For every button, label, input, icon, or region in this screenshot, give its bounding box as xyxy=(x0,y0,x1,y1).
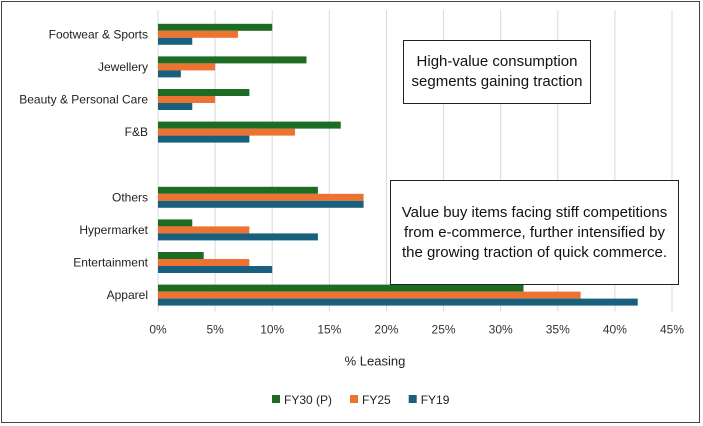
x-tick-label: 45% xyxy=(660,322,684,336)
bar-fy25 xyxy=(158,96,216,103)
category-label: Jewellery xyxy=(98,60,148,74)
x-tick-label: 0% xyxy=(149,322,167,336)
bar-fy19 xyxy=(158,135,250,143)
annotation-value-buy: Value buy items facing stiff competition… xyxy=(390,180,679,285)
bar-fy19 xyxy=(158,298,638,306)
legend-swatch xyxy=(408,395,417,403)
legend-swatch xyxy=(350,395,359,403)
bar-fy30-p- xyxy=(158,121,341,129)
category-label: Beauty & Personal Care xyxy=(19,93,148,107)
bar-fy19 xyxy=(158,70,181,78)
legend-label: FY19 xyxy=(421,393,450,407)
bar-fy30-p- xyxy=(158,252,204,259)
bar-fy25 xyxy=(158,30,238,38)
x-tick-label: 5% xyxy=(206,322,224,336)
category-label: F&B xyxy=(125,125,148,139)
x-tick-label: 25% xyxy=(432,322,456,336)
x-tick-label: 40% xyxy=(603,322,627,336)
bar-fy25 xyxy=(158,193,364,201)
bar-fy19 xyxy=(158,200,364,208)
bar-fy25 xyxy=(158,63,216,71)
category-label: Hypermarket xyxy=(79,223,148,237)
bar-fy30-p- xyxy=(158,186,318,194)
x-tick-label: 15% xyxy=(317,322,341,336)
category-label: Others xyxy=(112,190,148,204)
x-axis-title: % Leasing xyxy=(345,353,406,368)
bar-fy19 xyxy=(158,103,193,110)
bar-fy30-p- xyxy=(158,56,307,64)
x-tick-label: 10% xyxy=(260,322,284,336)
bar-fy30-p- xyxy=(158,89,250,96)
bar-fy30-p- xyxy=(158,23,273,31)
category-label: Footwear & Sports xyxy=(49,27,148,41)
bar-fy25 xyxy=(158,128,296,136)
x-tick-label: 30% xyxy=(489,322,513,336)
x-tick-label: 20% xyxy=(374,322,398,336)
bar-fy19 xyxy=(158,37,193,45)
bar-fy30-p- xyxy=(158,284,524,292)
bar-fy25 xyxy=(158,226,250,234)
category-label: Entertainment xyxy=(73,256,148,270)
legend-label: FY30 (P) xyxy=(284,393,332,407)
bar-fy25 xyxy=(158,259,250,266)
bar-fy19 xyxy=(158,233,318,241)
category-label: Apparel xyxy=(107,288,148,302)
bar-fy30-p- xyxy=(158,219,193,227)
x-tick-label: 35% xyxy=(546,322,570,336)
bar-fy19 xyxy=(158,266,273,273)
legend-label: FY25 xyxy=(362,393,391,407)
bar-fy25 xyxy=(158,291,581,299)
legend-swatch xyxy=(272,395,280,403)
annotation-high-value: High-value consumption segments gaining … xyxy=(403,40,591,104)
